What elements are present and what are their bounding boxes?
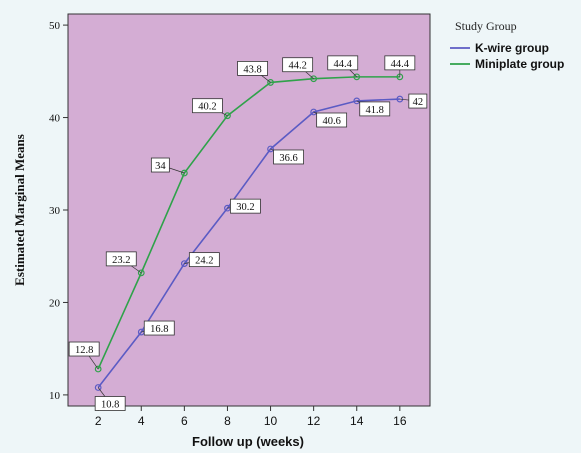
data-label-box xyxy=(327,55,359,71)
data-point xyxy=(353,97,361,105)
x-tick-label: 12 xyxy=(307,414,321,428)
data-label-box xyxy=(408,93,428,109)
data-point xyxy=(180,169,188,177)
x-tick-label: 14 xyxy=(350,414,364,428)
data-label: 36.6 xyxy=(279,153,297,164)
data-label-box xyxy=(273,149,304,165)
series-line-2 xyxy=(97,76,400,370)
x-tick-label: 2 xyxy=(95,414,102,428)
x-tick-label: 8 xyxy=(224,414,231,428)
data-label-box xyxy=(282,57,314,73)
data-label-box xyxy=(237,61,268,76)
data-point xyxy=(224,112,231,120)
data-label: 34 xyxy=(155,161,166,172)
data-label-box xyxy=(359,101,391,117)
data-label-box xyxy=(94,396,126,411)
x-tick-label: 4 xyxy=(138,414,145,428)
data-label: 40.6 xyxy=(322,116,340,127)
data-point xyxy=(94,365,102,373)
data-point xyxy=(310,108,318,116)
data-point xyxy=(94,384,102,391)
data-label-box xyxy=(68,341,100,357)
data-label: 10.8 xyxy=(101,400,119,411)
data-label-box xyxy=(150,157,170,173)
data-label: 16.8 xyxy=(150,324,168,335)
y-tick-label: 20 xyxy=(49,297,61,309)
data-label-box xyxy=(192,98,223,114)
y-tick-label: 30 xyxy=(49,205,61,217)
data-label-box xyxy=(230,198,261,214)
data-label: 24.2 xyxy=(195,256,213,267)
data-label-box xyxy=(384,55,416,71)
data-label: 12.8 xyxy=(75,345,93,356)
x-tick-label: 16 xyxy=(393,414,407,428)
data-label: 30.2 xyxy=(236,202,254,213)
data-label-box xyxy=(316,112,348,128)
legend: Study Group K-wire group Miniplate group xyxy=(450,19,564,71)
data-point xyxy=(310,75,318,83)
data-label-box xyxy=(105,251,137,267)
data-point xyxy=(267,145,274,153)
data-point xyxy=(137,269,145,277)
data-label: 44.2 xyxy=(288,61,306,72)
data-label: 43.8 xyxy=(243,64,261,75)
axes: 10 20 30 40 50 2 4 6 8 10 12 14 16 xyxy=(49,20,407,428)
data-label-box xyxy=(143,320,175,336)
data-labels: 10.8 16.8 24.2 30.2 36.6 40.6 41.8 42 12.8 23.2 34… xyxy=(68,55,428,411)
data-label: 41.8 xyxy=(366,105,384,116)
data-label: 44.4 xyxy=(334,59,353,70)
data-point xyxy=(267,79,274,86)
data-label: 42 xyxy=(413,97,424,108)
series-line-1 xyxy=(97,98,400,389)
data-label: 40.2 xyxy=(198,102,216,113)
x-tick-label: 6 xyxy=(181,414,188,428)
y-axis-label: Estimated Marginal Means xyxy=(12,134,27,286)
legend-title: Study Group xyxy=(455,19,517,33)
x-axis-label: Follow up (weeks) xyxy=(192,434,304,449)
legend-entry: K-wire group xyxy=(475,41,549,55)
data-label: 23.2 xyxy=(112,255,130,266)
data-label-box xyxy=(188,252,220,268)
data-label: 44.4 xyxy=(391,59,410,70)
data-point xyxy=(180,260,188,268)
y-tick-label: 50 xyxy=(49,20,61,32)
x-tick-label: 10 xyxy=(264,414,278,428)
y-tick-label: 10 xyxy=(49,390,61,402)
data-point xyxy=(353,73,361,81)
y-tick-label: 40 xyxy=(49,113,61,125)
legend-entry: Miniplate group xyxy=(475,57,564,71)
